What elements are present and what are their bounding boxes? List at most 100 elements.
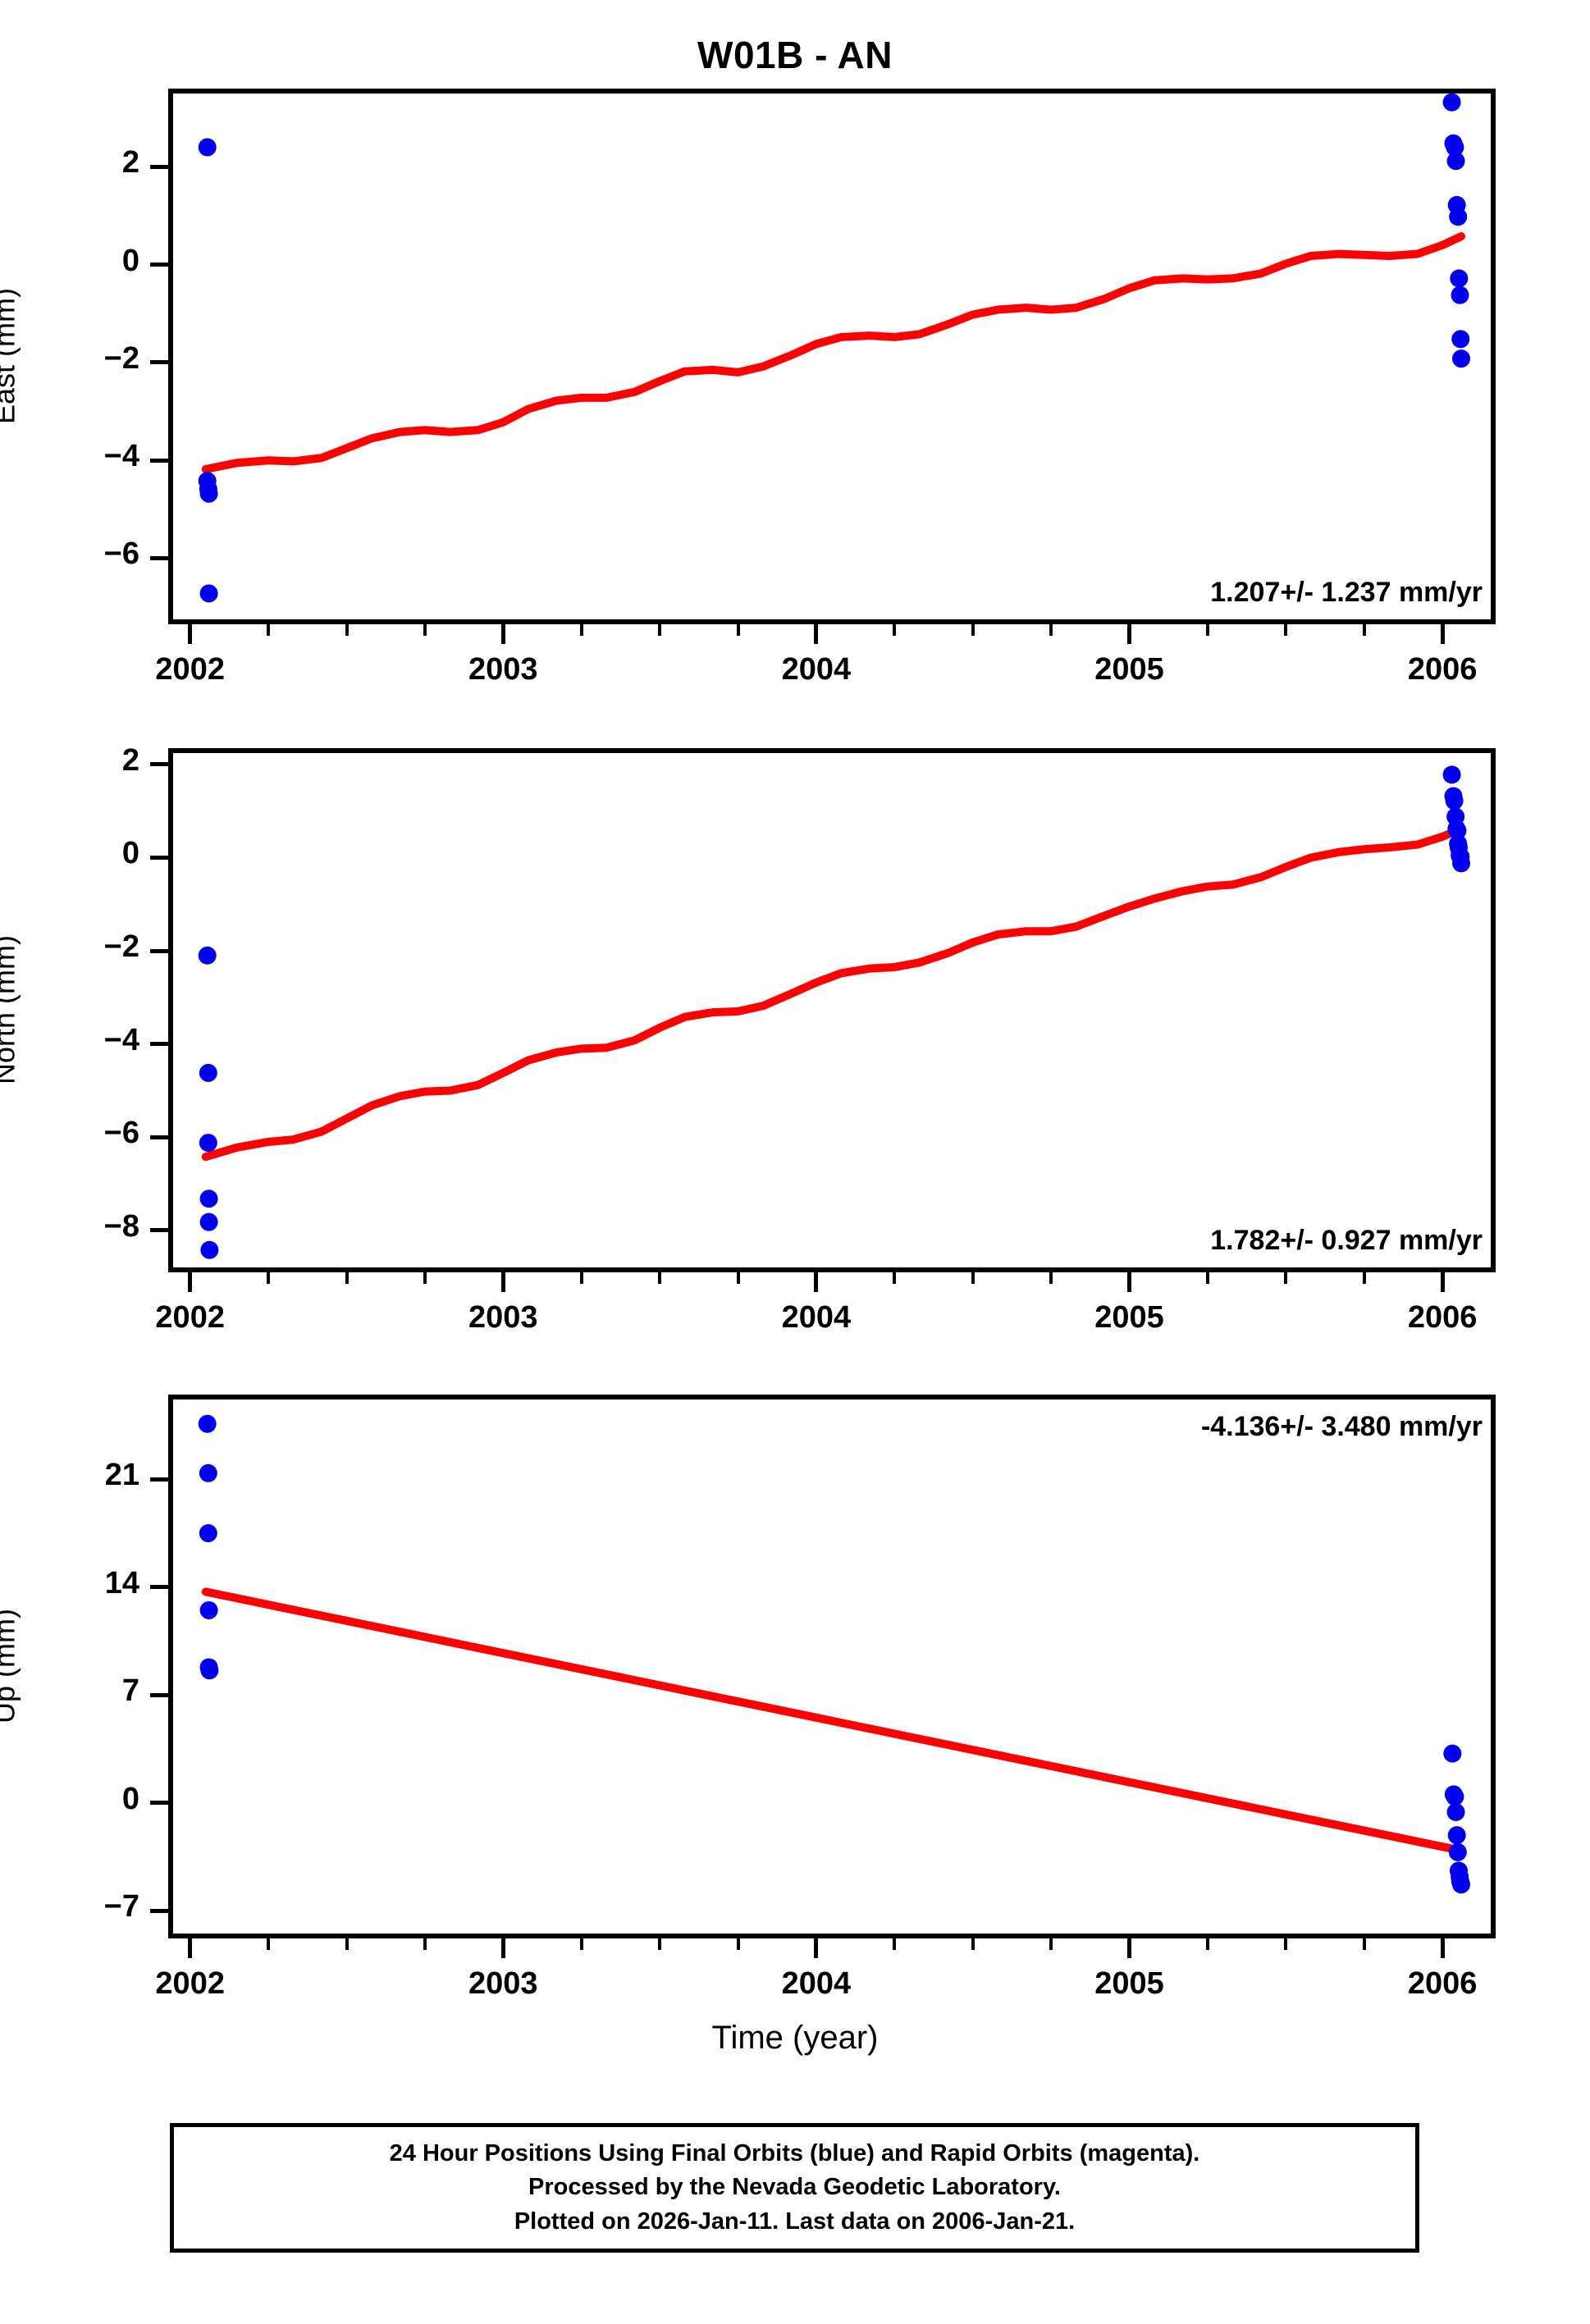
data-point-east [1452,349,1471,368]
x-tick-minor-east [345,624,349,636]
x-tick-major-up [1127,1938,1132,1958]
y-tick-label-east-0: 2 [121,145,139,180]
y-tick-up-2 [150,1692,168,1697]
y-tick-label-north-2: −2 [103,929,139,965]
y-tick-east-0 [150,164,168,169]
x-tick-minor-east [1049,624,1053,636]
x-tick-minor-north [1284,1272,1288,1284]
y-tick-north-5 [150,1228,168,1233]
data-point-east [1450,269,1469,288]
data-point-east [1442,93,1461,112]
footer-note-box: 24 Hour Positions Using Final Orbits (bl… [170,2123,1419,2253]
model-curve-up [201,1587,1466,1855]
data-point-north [198,946,217,965]
x-tick-minor-east [736,624,740,636]
axes-frame-up [168,1395,1496,1938]
y-tick-east-2 [150,360,168,365]
data-point-north [199,1063,217,1082]
y-tick-label-up-0: 21 [104,1458,139,1493]
x-tick-major-up [500,1938,505,1958]
axes-frame-north [168,748,1496,1272]
x-tick-minor-east [971,624,975,636]
x-tick-minor-up [1049,1938,1053,1950]
x-tick-major-north [1127,1272,1132,1292]
axes-frame-east [168,89,1496,624]
x-tick-minor-north [579,1272,583,1284]
x-tick-label-east-2: 2004 [781,652,852,687]
y-tick-label-east-4: −6 [103,536,139,572]
y-tick-label-north-3: −4 [103,1022,139,1057]
data-point-north [1445,792,1464,810]
data-point-east [1446,152,1465,171]
x-tick-minor-north [658,1272,662,1284]
footer-line-1: 24 Hour Positions Using Final Orbits (bl… [389,2140,1200,2167]
y-tick-label-north-4: −6 [103,1116,139,1151]
x-tick-major-east [1440,624,1445,644]
x-axis-title: Time (year) [711,2020,879,2056]
data-point-east [1446,138,1464,157]
data-point-up [198,1414,217,1433]
x-tick-minor-north [345,1272,349,1284]
x-tick-minor-east [1284,624,1288,636]
x-tick-major-north [1440,1272,1445,1292]
y-tick-north-4 [150,1135,168,1139]
x-tick-label-east-1: 2003 [468,652,538,687]
y-tick-north-0 [150,762,168,767]
y-tick-label-east-2: −2 [103,340,139,376]
x-tick-minor-north [736,1272,740,1284]
y-tick-label-east-1: 0 [121,243,139,278]
data-point-east [198,138,217,157]
x-tick-major-north [814,1272,819,1292]
data-point-north [1442,765,1461,784]
y-tick-label-up-3: 0 [121,1781,139,1816]
x-tick-minor-up [971,1938,975,1950]
x-tick-major-east [814,624,819,644]
x-tick-major-east [1127,624,1132,644]
data-point-up [1446,1802,1465,1821]
rate-annotation-east: 1.207+/- 1.237 mm/yr [1210,577,1483,608]
data-point-east [1451,330,1470,349]
data-point-north [1448,821,1467,840]
data-point-east [199,484,218,503]
data-point-north [199,1212,218,1231]
x-tick-minor-up [736,1938,740,1950]
x-tick-minor-up [658,1938,662,1950]
y-tick-north-3 [150,1042,168,1047]
y-tick-east-4 [150,555,168,560]
y-tick-up-1 [150,1585,168,1590]
x-tick-minor-east [893,624,897,636]
x-tick-label-east-4: 2006 [1407,652,1478,687]
y-tick-north-1 [150,855,168,860]
data-point-up [1446,1788,1464,1806]
x-tick-label-north-3: 2005 [1094,1300,1164,1335]
y-tick-up-4 [150,1908,168,1913]
x-tick-major-up [1440,1938,1445,1958]
data-point-up [200,1661,219,1680]
model-curve-east [201,232,1466,473]
x-tick-major-east [500,624,505,644]
data-point-east [1451,285,1469,304]
data-point-north [199,1189,218,1208]
x-tick-major-north [188,1272,193,1292]
y-tick-label-up-4: −7 [103,1889,139,1924]
data-point-up [1443,1744,1462,1763]
y-tick-up-3 [150,1801,168,1806]
data-point-north [1452,854,1471,873]
x-tick-minor-east [267,624,271,636]
y-tick-east-3 [150,458,168,463]
y-tick-label-north-5: −8 [103,1208,139,1244]
x-tick-minor-east [579,624,583,636]
x-tick-label-up-1: 2003 [468,1966,538,2001]
footer-line-3: Plotted on 2026-Jan-11. Last data on 200… [514,2208,1076,2235]
y-tick-label-up-2: 7 [121,1673,139,1709]
y-tick-label-up-1: 14 [104,1565,139,1600]
y-tick-label-east-3: −4 [103,439,139,474]
x-tick-minor-up [345,1938,349,1950]
x-tick-minor-north [267,1272,271,1284]
x-tick-minor-north [1049,1272,1053,1284]
x-tick-minor-up [423,1938,427,1950]
